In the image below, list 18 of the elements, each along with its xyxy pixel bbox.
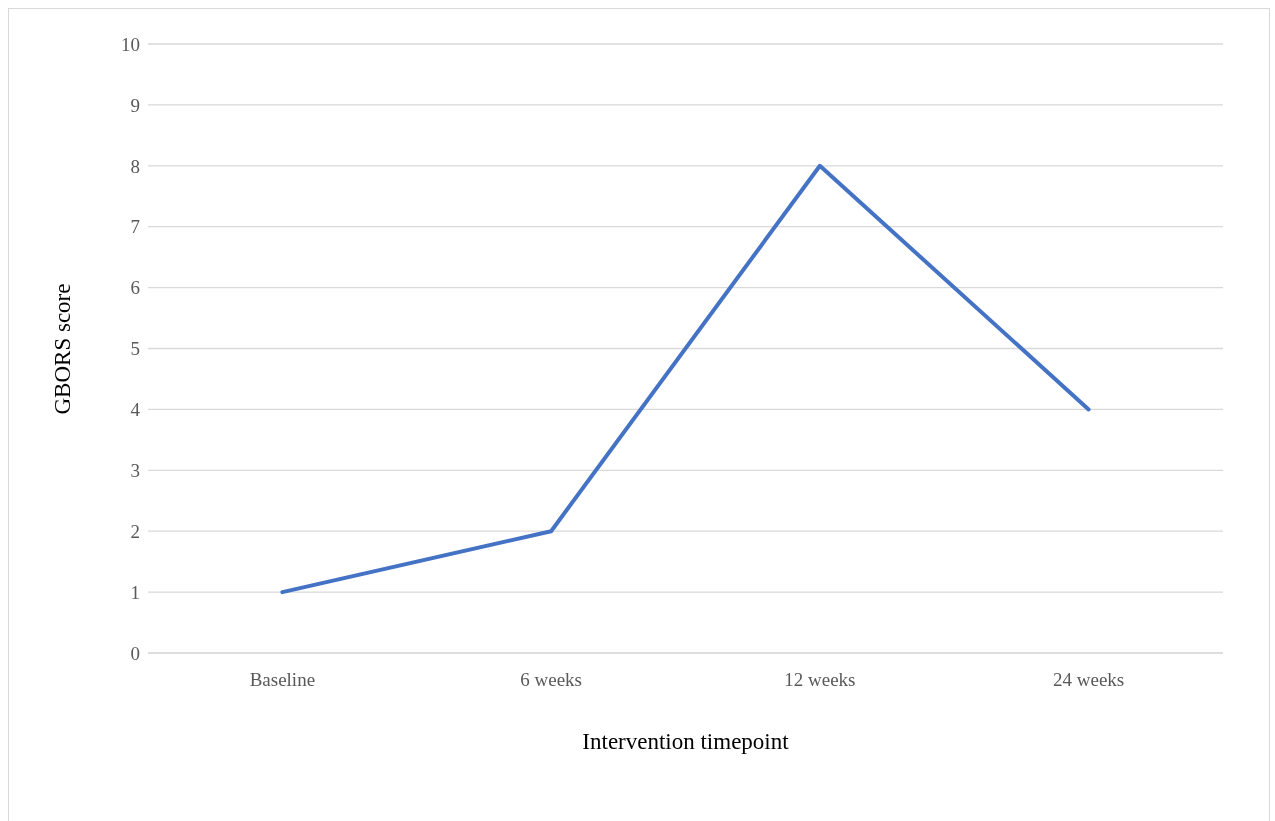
x-axis-title: Intervention timepoint [581, 729, 790, 755]
y-tick-label: 7 [130, 216, 140, 238]
y-tick-label: 8 [130, 155, 140, 177]
x-tick-label: 6 weeks [520, 669, 582, 691]
y-tick-label: 4 [130, 399, 141, 421]
y-tick-label: 6 [130, 277, 140, 299]
y-tick-label: 5 [130, 338, 140, 360]
line-series [280, 163, 1091, 595]
y-axis-title: GBORS score [50, 283, 76, 414]
x-tick-label: Baseline [249, 669, 316, 691]
y-tick-label: 2 [130, 520, 140, 542]
y-tick-label: 0 [130, 642, 140, 664]
y-tick-label: 1 [130, 581, 140, 603]
y-tick-label: 3 [130, 460, 140, 482]
y-tick-label: 9 [130, 94, 140, 116]
y-tick-label: 10 [121, 33, 140, 55]
x-tick-label: 24 weeks [1053, 669, 1125, 691]
x-tick-label: 12 weeks [784, 669, 856, 691]
